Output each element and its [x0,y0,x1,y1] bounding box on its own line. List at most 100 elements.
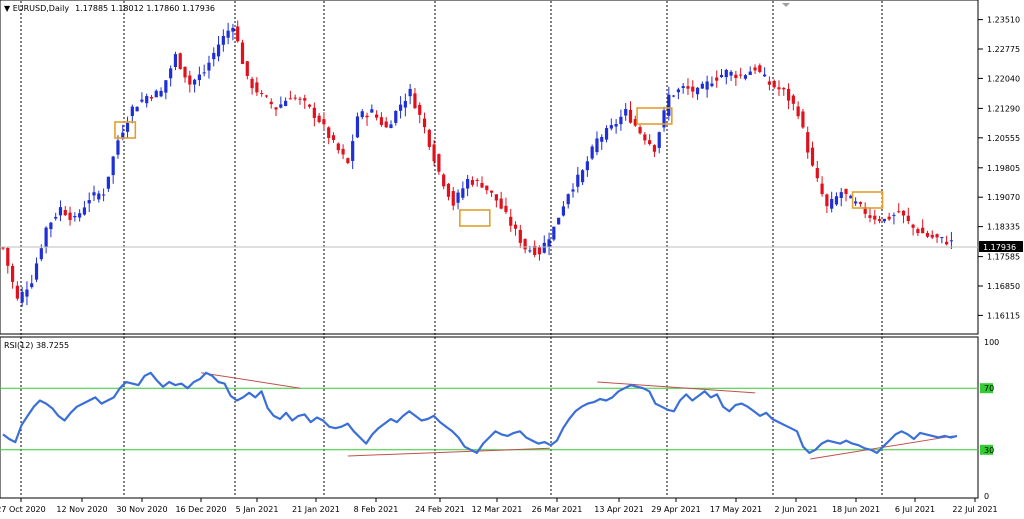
candle [475,178,479,187]
candle [782,87,786,96]
time-tick-label: 13 Apr 2021 [594,505,643,514]
candle [719,68,724,78]
candle [537,245,542,261]
level-tag [980,444,993,455]
vertical-gridlines [20,1,883,497]
candle [418,102,422,124]
symbol-label: EURUSD,Daily [13,4,70,13]
candle [786,83,791,110]
candle [930,230,934,240]
candle [906,207,910,225]
candle [892,212,896,225]
candle [10,263,15,289]
candle [935,233,939,243]
candle [293,94,297,101]
price-panel-frame [0,0,979,335]
candle [566,193,570,209]
candle [274,106,278,117]
candle [763,67,767,77]
time-tick-label: 22 Jul 2021 [952,505,997,514]
time-tick-label: 24 Feb 2021 [415,505,465,514]
candle [82,200,87,216]
candle [379,112,384,127]
candle [331,132,336,143]
divergence-line [597,381,756,394]
candle [806,126,810,159]
candle [724,68,728,85]
candle [485,185,489,195]
candle [542,235,546,254]
candle [288,90,292,100]
candle [600,134,604,150]
candle [791,93,795,111]
candle [78,209,82,222]
candle [897,203,901,214]
candle [216,35,221,62]
candle [202,64,206,77]
candle [734,70,738,86]
time-tick-label: 2 Jun 2021 [774,505,817,514]
candle [643,131,647,145]
candle [193,78,197,93]
candle [125,116,130,138]
candle [772,79,776,89]
rsi-header: RSI(12) 38.7255 [4,341,69,350]
candle [858,201,863,207]
candle [173,51,178,71]
price-tick-label: 1.20555 [987,134,1020,143]
candle [633,115,637,127]
candle [20,286,24,307]
candle [68,206,72,226]
time-tick-label: 8 Feb 2021 [354,505,399,514]
candle [691,80,695,98]
candle [533,240,537,258]
candle [255,77,259,96]
rsi-tick-label: 70 [984,384,994,393]
candle [676,87,680,100]
candle [317,112,321,124]
candle [854,197,858,206]
current-price-label: 1.17936 [983,243,1016,252]
candle [614,119,618,134]
candle [494,194,498,208]
time-tick-label: 29 Apr 2021 [651,505,700,514]
candle [839,187,843,207]
candle [116,135,120,159]
time-tick-label: 17 May 2021 [710,505,762,514]
candle [63,206,67,216]
chart-shift-icon[interactable] [782,3,790,7]
candle [183,66,187,83]
candle [461,181,465,201]
candle [710,76,714,88]
candle [54,212,58,221]
candle [336,142,340,154]
candle [825,193,829,214]
candle [849,194,853,199]
candle [92,185,96,202]
candle [830,191,834,213]
candle [815,160,819,182]
candle [595,131,599,156]
pattern-box [636,107,673,125]
candle [945,235,949,246]
time-tick-label: 30 Nov 2020 [116,505,167,514]
candle [810,141,815,167]
pattern-boxes [114,107,884,227]
candle [44,226,48,254]
time-tick-label: 16 Dec 2020 [175,505,226,514]
candle [662,106,666,132]
price-tick-label: 1.18335 [987,223,1020,232]
candle [648,134,652,146]
candle [489,190,494,198]
candle [169,65,173,87]
candle [260,89,264,97]
candle [341,144,345,160]
candle [604,125,609,143]
candle [585,156,589,177]
candle [609,118,613,131]
candle [250,76,254,95]
candle [355,112,360,139]
candle [695,86,700,100]
symbol-arrow-icon: ▼ [4,4,13,13]
